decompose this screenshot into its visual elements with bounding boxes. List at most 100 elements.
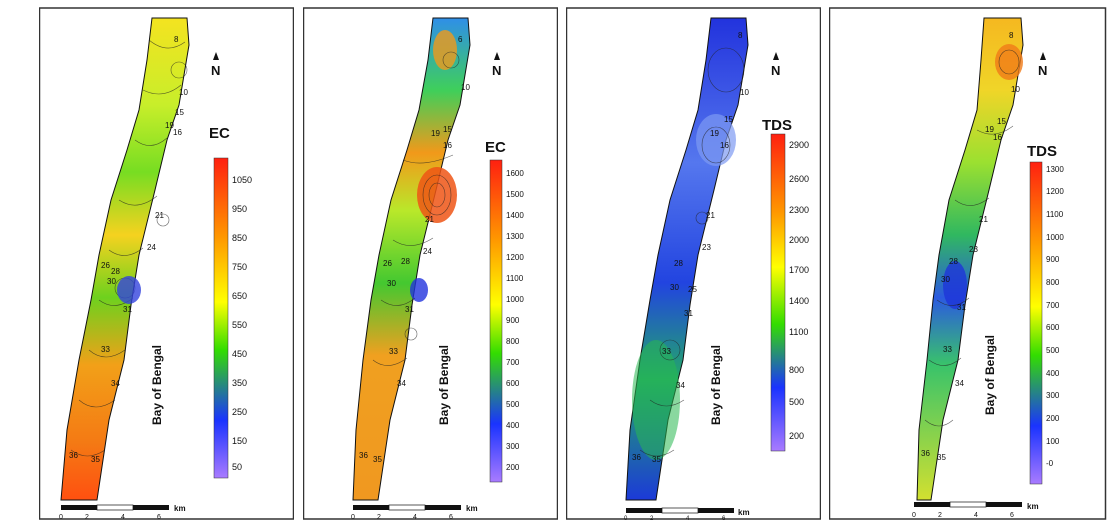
station-label: 28	[949, 257, 958, 266]
station-label: 8	[1009, 31, 1014, 40]
scale-bar: km 0 2 4 6	[624, 507, 750, 520]
station-label: 21	[979, 215, 988, 224]
station-label: 28	[674, 259, 683, 268]
station-label: 31	[957, 303, 966, 312]
legend-tick: 800	[506, 337, 520, 346]
coastline-region	[60, 17, 190, 501]
station-label: 15	[175, 108, 184, 117]
svg-text:0: 0	[351, 514, 355, 520]
station-label: 34	[955, 379, 964, 388]
legend-ticks: 1300 1200 1100 1000 900 800 700 600 500 …	[1046, 165, 1064, 468]
map-panel-2: 6 10 15 16 19 21 24 26 28 30 31 33 34 35…	[303, 0, 558, 520]
svg-text:N: N	[211, 63, 220, 78]
legend-tick: 400	[1046, 369, 1060, 378]
svg-text:2: 2	[938, 512, 942, 519]
legend-title: TDS	[762, 117, 792, 134]
svg-text:0: 0	[59, 514, 63, 520]
map-svg-2: 6 10 15 16 19 21 24 26 28 30 31 33 34 35…	[303, 7, 558, 520]
panel-frame	[566, 7, 821, 520]
station-label: 21	[155, 211, 164, 220]
water-body-label: Bay of Bengal	[709, 345, 723, 425]
svg-text:6: 6	[157, 514, 161, 520]
station-label: 33	[101, 345, 110, 354]
station-label: 26	[101, 261, 110, 270]
legend-tick: 1300	[506, 232, 524, 241]
legend-tick: 200	[506, 463, 520, 472]
station-label: 23	[702, 243, 711, 252]
station-labels: 8 10 15 16 19 21 24 26 28 30 31 33 34 35…	[69, 35, 188, 464]
station-label: 8	[738, 31, 743, 40]
legend-tick: 800	[1046, 278, 1060, 287]
svg-text:0: 0	[912, 512, 916, 519]
legend-tick: 600	[506, 379, 520, 388]
legend-tick: 1000	[1046, 233, 1064, 242]
station-labels: 8 10 15 16 19 21 23 25 28 30 31 33 34 35…	[632, 31, 749, 464]
legend-tick: 700	[1046, 301, 1060, 310]
svg-text:2: 2	[377, 514, 381, 520]
station-label: 30	[387, 279, 396, 288]
legend-tick: 450	[232, 349, 247, 359]
station-label: 28	[401, 257, 410, 266]
station-label: 15	[443, 125, 452, 134]
svg-text:2: 2	[85, 514, 89, 520]
station-label: 28	[111, 267, 120, 276]
legend-tick: -0	[1046, 459, 1054, 468]
station-label: 34	[111, 379, 120, 388]
legend-tick: 1400	[506, 211, 524, 220]
legend-tick: 500	[1046, 346, 1060, 355]
station-label: 36	[359, 451, 368, 460]
legend-tick: 1100	[506, 274, 524, 283]
station-label: 35	[91, 455, 100, 464]
contour-lines	[924, 49, 1020, 427]
legend-ticks: 2900 2600 2300 2000 1700 1400 1100 800 5…	[789, 140, 809, 441]
north-arrow: N	[492, 52, 501, 78]
legend-tick: 1500	[506, 190, 524, 199]
legend-tick: 2600	[789, 174, 809, 184]
station-label: 21	[425, 215, 434, 224]
svg-text:km: km	[1027, 502, 1039, 511]
station-label: 24	[147, 243, 156, 252]
station-label: 8	[174, 35, 179, 44]
legend-title: TDS	[1027, 143, 1057, 160]
legend-tick: 900	[506, 316, 520, 325]
svg-text:N: N	[492, 63, 501, 78]
legend-tick: 300	[1046, 391, 1060, 400]
legend-ticks: 1050 950 850 750 650 550 450 350 250 150…	[232, 175, 252, 472]
legend-ticks: 1600 1500 1400 1300 1200 1100 1000 900 8…	[506, 169, 524, 472]
legend-tick: 700	[506, 358, 520, 367]
station-labels: 8 10 15 16 19 21 23 28 30 31 33 34 35 36	[921, 31, 1020, 462]
station-label: 16	[173, 128, 182, 137]
station-label: 30	[670, 283, 679, 292]
station-label: 36	[69, 451, 78, 460]
legend-tick: 900	[1046, 255, 1060, 264]
svg-text:km: km	[174, 504, 186, 513]
station-label: 35	[652, 455, 661, 464]
legend-tick: 650	[232, 291, 247, 301]
station-label: 23	[969, 245, 978, 254]
station-label: 31	[405, 305, 414, 314]
legend-tick: 350	[232, 378, 247, 388]
station-label: 10	[1011, 85, 1020, 94]
legend-tick: 2300	[789, 205, 809, 215]
legend-tick: 500	[506, 400, 520, 409]
panel-frame	[39, 7, 294, 520]
station-labels: 6 10 15 16 19 21 24 26 28 30 31 33 34 35…	[359, 35, 470, 464]
station-label: 15	[997, 117, 1006, 126]
station-label: 33	[389, 347, 398, 356]
panel-frame	[303, 7, 558, 520]
svg-text:6: 6	[449, 514, 453, 520]
legend-tick: 300	[506, 442, 520, 451]
station-label: 16	[443, 141, 452, 150]
station-label: 21	[706, 211, 715, 220]
legend-tick: 2000	[789, 235, 809, 245]
water-body-label: Bay of Bengal	[437, 345, 451, 425]
legend-tick: 200	[1046, 414, 1060, 423]
legend-title: EC	[485, 139, 506, 156]
legend-tick: 150	[232, 436, 247, 446]
station-label: 24	[423, 247, 432, 256]
station-label: 25	[688, 285, 697, 294]
svg-text:2: 2	[650, 516, 654, 520]
color-legend-bar	[770, 133, 786, 452]
legend-tick: 250	[232, 407, 247, 417]
map-svg-1: 8 10 15 16 19 21 24 26 28 30 31 33 34 35…	[39, 7, 294, 520]
